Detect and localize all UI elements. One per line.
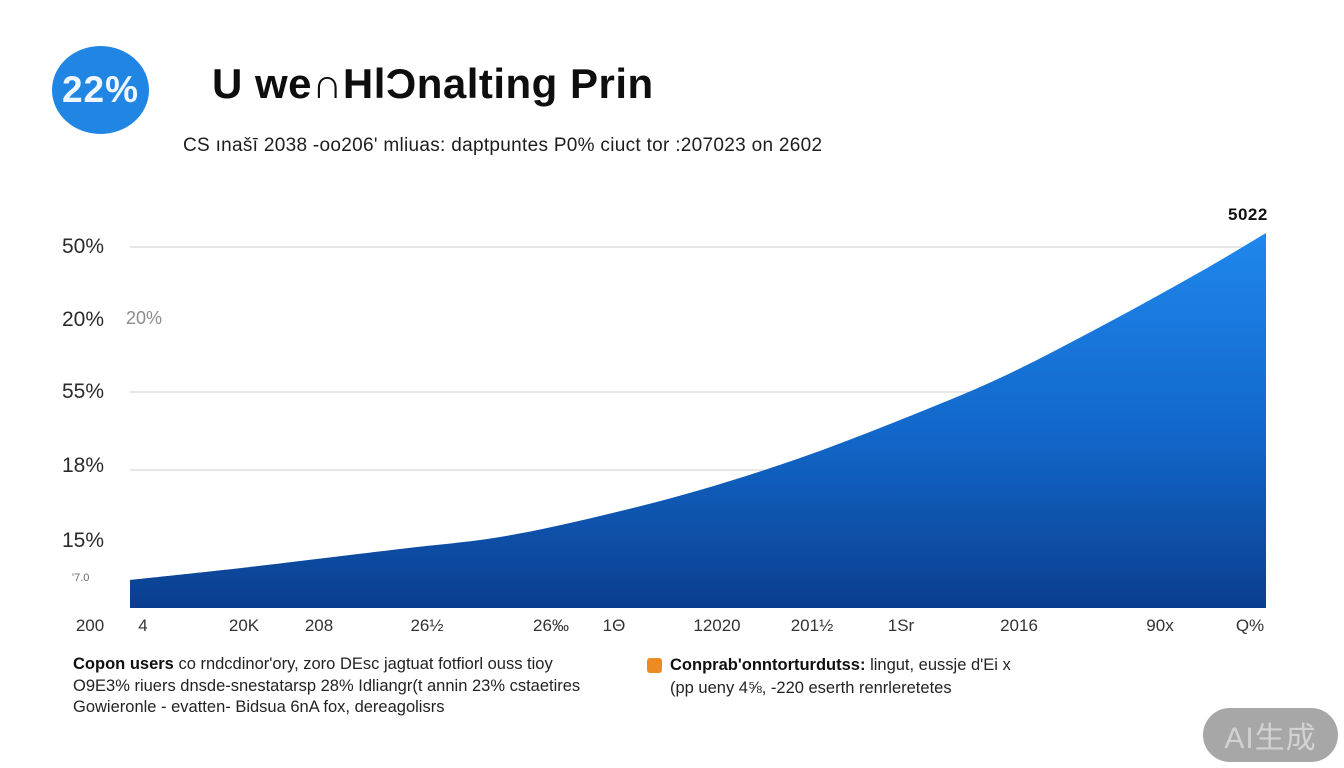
page-title: U we∩HlƆnalting Prin — [212, 60, 654, 107]
y-tick-label-tiny: '7.0 — [72, 572, 90, 584]
footnote-left-line1: co rndcdinor'ory, zoro DEsc jagtuat fotf… — [173, 655, 553, 673]
area-chart — [130, 233, 1266, 608]
footnote-left: Copon users co rndcdinor'ory, zoro DEsc … — [73, 654, 613, 719]
x-tick-label: 200 — [75, 616, 105, 635]
x-tick-label: 1Θ — [602, 616, 626, 635]
page-subtitle: CS ınašī 2038 -oo206' mliuas: daptpuntes… — [183, 135, 823, 156]
x-tick-label: 26‰ — [533, 616, 569, 635]
peak-annotation: 5022 — [1228, 205, 1268, 224]
y-tick-label: 15% — [61, 529, 104, 552]
x-tick-label: 90x — [1146, 616, 1174, 635]
legend-lead: Conprab'onntorturdutss: — [670, 656, 866, 674]
footnote-legend: Conprab'onntorturdutss: lingut, eussje d… — [670, 654, 1070, 700]
y-tick-label: 55% — [61, 380, 104, 403]
badge-value: 22% — [61, 69, 140, 110]
x-tick-label: Q% — [1235, 616, 1265, 635]
x-tick-label: 208 — [304, 616, 334, 635]
x-tick-label: 4 — [138, 616, 148, 635]
y-tick-label: 20% — [61, 308, 104, 331]
y-tick-label: 18% — [61, 454, 104, 477]
x-tick-label: 26½ — [410, 616, 444, 635]
legend-swatch-icon — [647, 658, 662, 673]
ai-generated-watermark: AI生成 — [1203, 708, 1338, 762]
legend-line2: (pp ueny 4⅝, -220 eserth renrleretetes — [670, 679, 952, 697]
percentage-badge: 22% — [52, 46, 149, 134]
footnote-left-lead: Copon users — [73, 655, 174, 673]
x-tick-label: 1Sr — [887, 616, 915, 635]
legend-line1: lingut, eussje d'Ei x — [865, 656, 1011, 674]
area-series — [130, 233, 1266, 608]
x-tick-label: 2016 — [1000, 616, 1038, 635]
in-plot-label: 20% — [126, 308, 163, 328]
y-tick-label: 50% — [61, 235, 104, 258]
watermark-label: AI生成 — [1224, 722, 1317, 755]
footnote-left-line2: O9E3% riuers dnsde-snestatarsp 28% Idlia… — [73, 676, 581, 695]
x-tick-label: 201½ — [790, 616, 834, 635]
x-tick-label: 12020 — [693, 616, 741, 635]
footnote-left-line3: Gowieronle - evatten- Bidsua 6nA fox, de… — [73, 698, 445, 716]
x-tick-label: 20K — [228, 616, 260, 635]
